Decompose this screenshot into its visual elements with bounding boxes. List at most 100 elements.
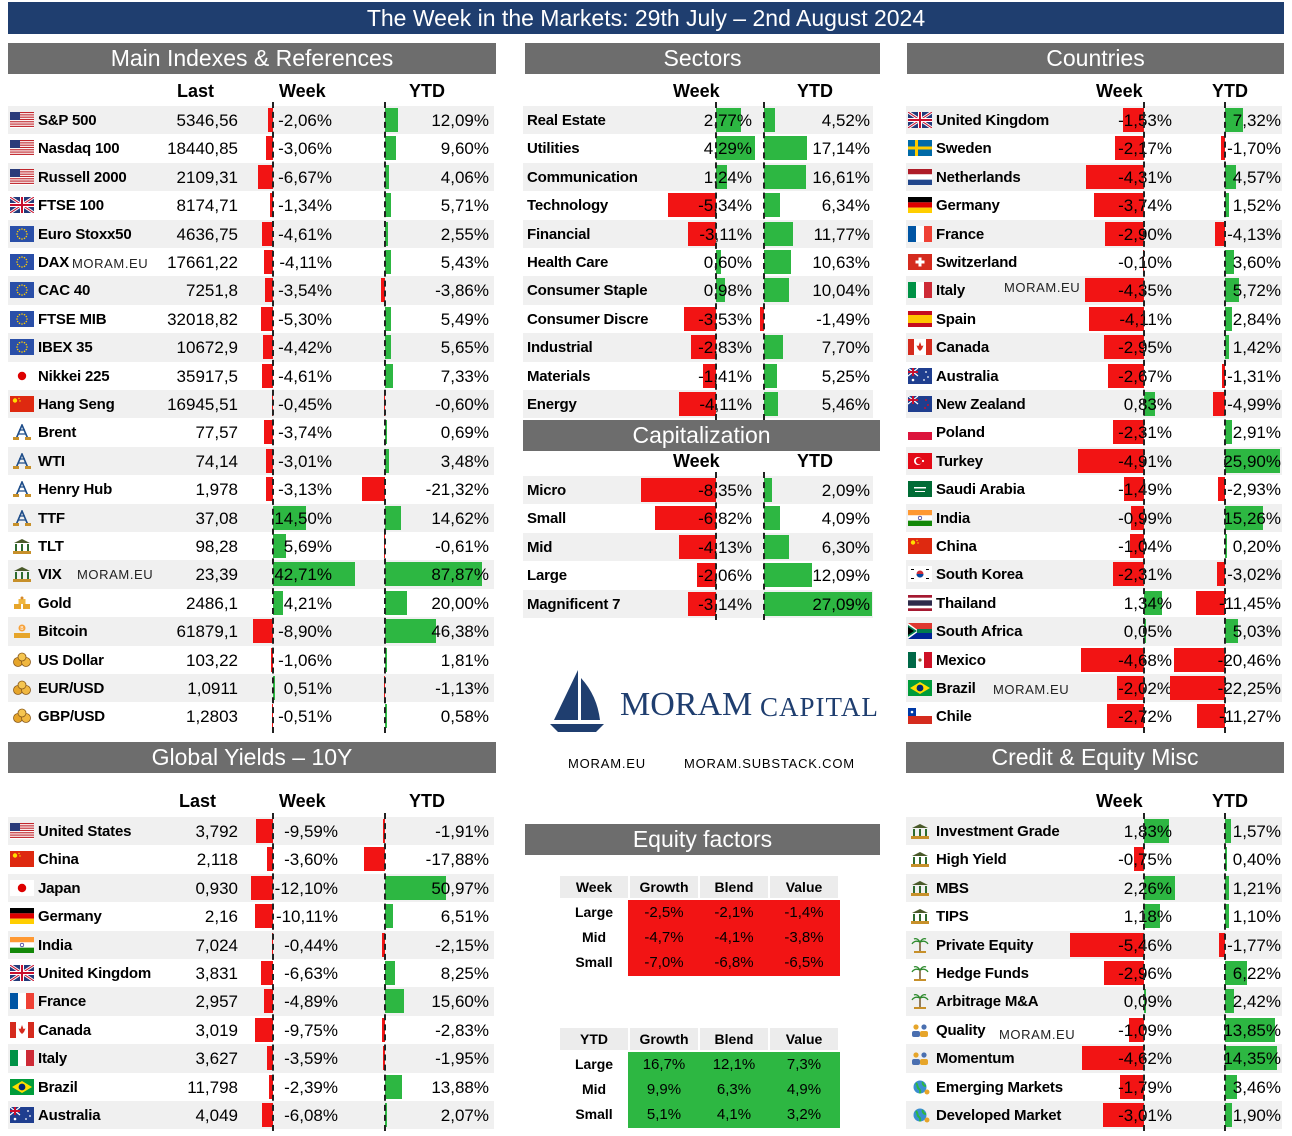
row-last-value: 32018,82: [167, 309, 238, 329]
ytd-value: 1,42%: [1232, 338, 1281, 358]
row-last-value: 3,019: [195, 1020, 238, 1040]
ytd-bar: [1225, 1074, 1238, 1099]
week-value: -6,08%: [284, 1106, 338, 1125]
table-row: France 2,957 -4,89% 15,60%: [8, 987, 494, 1016]
ytd-bar: [385, 250, 391, 274]
week-value: -4,61%: [278, 366, 332, 386]
factor-cell: -2,5%: [644, 904, 684, 921]
week-value: -0,75%: [1118, 850, 1172, 870]
ytd-bar: [764, 221, 794, 246]
moram-substack-link[interactable]: MORAM.SUBSTACK.COM: [684, 756, 855, 771]
sweden-flag-icon: [908, 140, 932, 157]
week-bar: [1129, 1017, 1144, 1042]
ytd-bar: [1225, 335, 1229, 360]
week-value: -3,13%: [278, 480, 332, 500]
week-bar: [262, 1103, 273, 1127]
week-bar: [252, 619, 273, 644]
row-name: Industrial: [527, 339, 593, 357]
week-bar: [1116, 676, 1144, 700]
table-row: Chile -2,72% -11,27%: [906, 702, 1282, 730]
row-name: IBEX 35: [38, 339, 93, 357]
ytd-value: 16,61%: [812, 167, 870, 187]
ytd-bar: [764, 563, 813, 588]
header-sectors-ytd: YTD: [797, 81, 833, 101]
table-row: GBP/USD 1,2803 -0,51% 0,58%: [8, 702, 494, 730]
ytd-bar: [764, 335, 784, 360]
ytd-bar: [1225, 108, 1244, 132]
table-row: Hang Seng 16945,51 -0,45% -0,60%: [8, 390, 494, 419]
week-value: -1,41%: [698, 366, 752, 386]
week-bar: [268, 108, 273, 132]
ytd-value: 7,32%: [1232, 111, 1281, 130]
ytd-value: 0,69%: [440, 423, 489, 443]
uk-flag-icon: [907, 110, 933, 130]
palm-icon: [908, 993, 932, 1010]
france-flag-icon: [10, 993, 34, 1010]
table-row: High Yield -0,75% 0,40%: [906, 845, 1282, 873]
week-value: -0,45%: [278, 395, 332, 414]
week-bar: [688, 221, 716, 246]
ytd-bar: [1214, 221, 1225, 246]
week-value: -2,39%: [284, 1077, 338, 1097]
table-row: Energy -4,11% 5,46%: [523, 390, 873, 419]
row-last-value: 1,2803: [186, 707, 238, 727]
week-bar: [641, 478, 716, 502]
section-title-capitalization: Capitalization: [523, 420, 880, 451]
week-value: -2,02%: [1118, 679, 1172, 698]
week-value: -10,11%: [275, 907, 338, 927]
row-name: Euro Stoxx50: [38, 225, 132, 243]
row-last-value: 1,0911: [187, 679, 238, 698]
week-value: -5,30%: [278, 309, 332, 329]
oil-rig-icon: [10, 508, 34, 526]
week-bar: [257, 164, 273, 189]
row-last-value: 8174,71: [176, 196, 238, 216]
week-value: -2,06%: [698, 566, 752, 586]
week-bar: [266, 847, 273, 872]
week-value: -3,14%: [698, 594, 752, 614]
week-value: -2,67%: [1118, 366, 1172, 386]
table-row: United States 3,792 -9,59% -1,91%: [8, 817, 494, 846]
bank-icon: [908, 851, 932, 868]
ytd-bar: [385, 335, 392, 360]
week-value: -4,35%: [1118, 281, 1172, 301]
row-last-value: 77,57: [195, 423, 238, 443]
row-last-value: 16945,51: [167, 395, 238, 414]
factor-row-label: Small: [575, 1106, 613, 1122]
week-bar: [679, 392, 716, 416]
oil-rig-icon: [10, 451, 34, 469]
ytd-value: 9,60%: [440, 139, 489, 159]
table-row: Netherlands -4,31% 4,57%: [906, 162, 1282, 192]
row-last-value: 35917,5: [176, 366, 238, 386]
ytd-bar: [1225, 819, 1231, 843]
ytd-value: 5,46%: [821, 395, 870, 414]
ytd-value: 15,26%: [1223, 508, 1281, 528]
table-row: MBS 2,26% 1,21%: [906, 873, 1282, 903]
week-bar: [1077, 448, 1144, 473]
germany-flag-icon: [908, 197, 932, 214]
week-bar: [262, 363, 273, 388]
ytd-value: 11,77%: [813, 224, 870, 244]
south-korea-flag-icon: [908, 566, 932, 583]
week-axis: [272, 813, 274, 1132]
row-name: Bitcoin: [38, 623, 88, 641]
week-bar: [1104, 221, 1144, 246]
row-name: Magnificent 7: [527, 595, 621, 613]
moram-site-link[interactable]: MORAM.EU: [568, 756, 646, 771]
week-bar: [251, 875, 273, 900]
week-bar: [1144, 875, 1175, 900]
table-row: Real Estate 2,77% 4,52%: [523, 106, 873, 135]
bitcoin-icon: B: [10, 623, 34, 639]
week-bar: [1144, 904, 1160, 929]
ytd-bar: [1225, 989, 1234, 1014]
week-value: -2,90%: [1118, 224, 1172, 244]
ytd-value: 1,52%: [1232, 196, 1281, 216]
header-countries-week: Week: [1096, 81, 1143, 101]
week-bar: [1107, 363, 1144, 388]
row-last-value: 74,14: [195, 451, 238, 471]
ytd-value: 25,90%: [1223, 451, 1281, 471]
ytd-value: 14,35%: [1223, 1049, 1281, 1069]
ytd-value: -11,45%: [1218, 593, 1281, 613]
table-row: Consumer Discre -3,53% -1,49%: [523, 305, 873, 333]
factor-cell: 6,3%: [716, 1081, 752, 1098]
factor-row-label: Large: [574, 904, 614, 920]
